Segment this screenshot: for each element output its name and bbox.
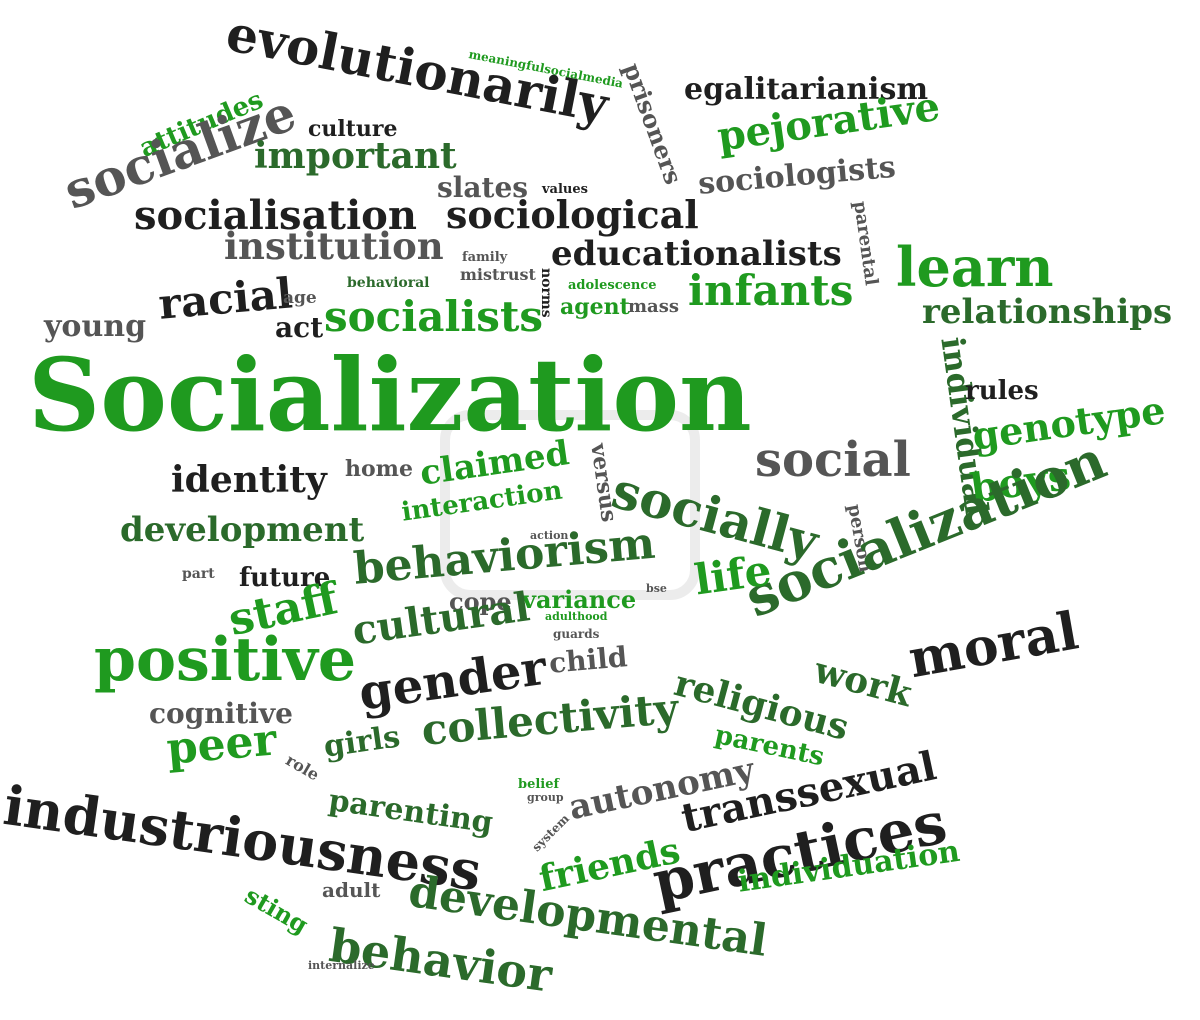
word-behavioral: behavioral (347, 275, 430, 291)
word-cope: cope (449, 587, 512, 616)
word-young: young (44, 309, 147, 344)
word-cognitive: cognitive (149, 697, 293, 730)
word-mistrust: mistrust (460, 265, 536, 284)
word-girls: girls (321, 719, 403, 765)
word-relationships: relationships (922, 292, 1173, 332)
word-important: important (254, 135, 457, 177)
word-prisoners: prisoners (617, 58, 689, 189)
word-adult: adult (322, 878, 381, 902)
word-educationalists: educationalists (551, 234, 842, 274)
word-mass: mass (628, 296, 679, 317)
word-bse: bse (646, 582, 667, 595)
word-adolescence: adolescence (568, 278, 657, 293)
word-identity: identity (171, 459, 327, 501)
word-peer: peer (164, 714, 279, 775)
word-future: future (239, 563, 331, 593)
word-sociological: sociological (446, 192, 699, 237)
word-action: action (530, 529, 569, 542)
word-guards: guards (553, 627, 600, 641)
watermark-logo (440, 410, 700, 600)
word-institution: institution (224, 224, 444, 268)
word-social: social (755, 432, 911, 488)
word-child: child (547, 640, 629, 680)
word-age: age (283, 288, 317, 308)
word-moral: moral (904, 600, 1083, 691)
word-life: life (691, 545, 775, 605)
word-sociologists: sociologists (696, 149, 898, 202)
word-racial: racial (156, 268, 295, 329)
word-rules: rules (965, 376, 1039, 406)
word-group: group (527, 791, 564, 804)
word-variance: variance (522, 585, 637, 614)
word-family: family (462, 250, 508, 265)
word-act: act (275, 311, 324, 344)
word-positive: positive (94, 625, 357, 695)
word-development: development (120, 510, 365, 550)
word-parental: parental (849, 199, 882, 287)
word-socialists: socialists (324, 292, 544, 341)
word-agent: agent (560, 294, 630, 320)
word-slates: slates (437, 171, 529, 204)
word-socialisation: socialisation (134, 192, 417, 239)
word-socialization: Socialization (28, 336, 752, 454)
word-cultural: cultural (349, 583, 533, 655)
word-infants: infants (688, 266, 854, 315)
word-part: part (182, 566, 215, 582)
word-values: values (542, 182, 588, 197)
word-adulthood: adulthood (545, 610, 608, 623)
word-learn: learn (896, 235, 1054, 299)
word-belief: belief (518, 777, 560, 792)
word-culture: culture (308, 116, 398, 142)
word-home: home (345, 456, 413, 482)
word-system: system (529, 811, 572, 855)
word-internalize: internalize (308, 959, 375, 972)
word-role: role (282, 750, 323, 785)
word-sting: sting (240, 880, 314, 940)
word-egalitarianism: egalitarianism (684, 72, 929, 107)
